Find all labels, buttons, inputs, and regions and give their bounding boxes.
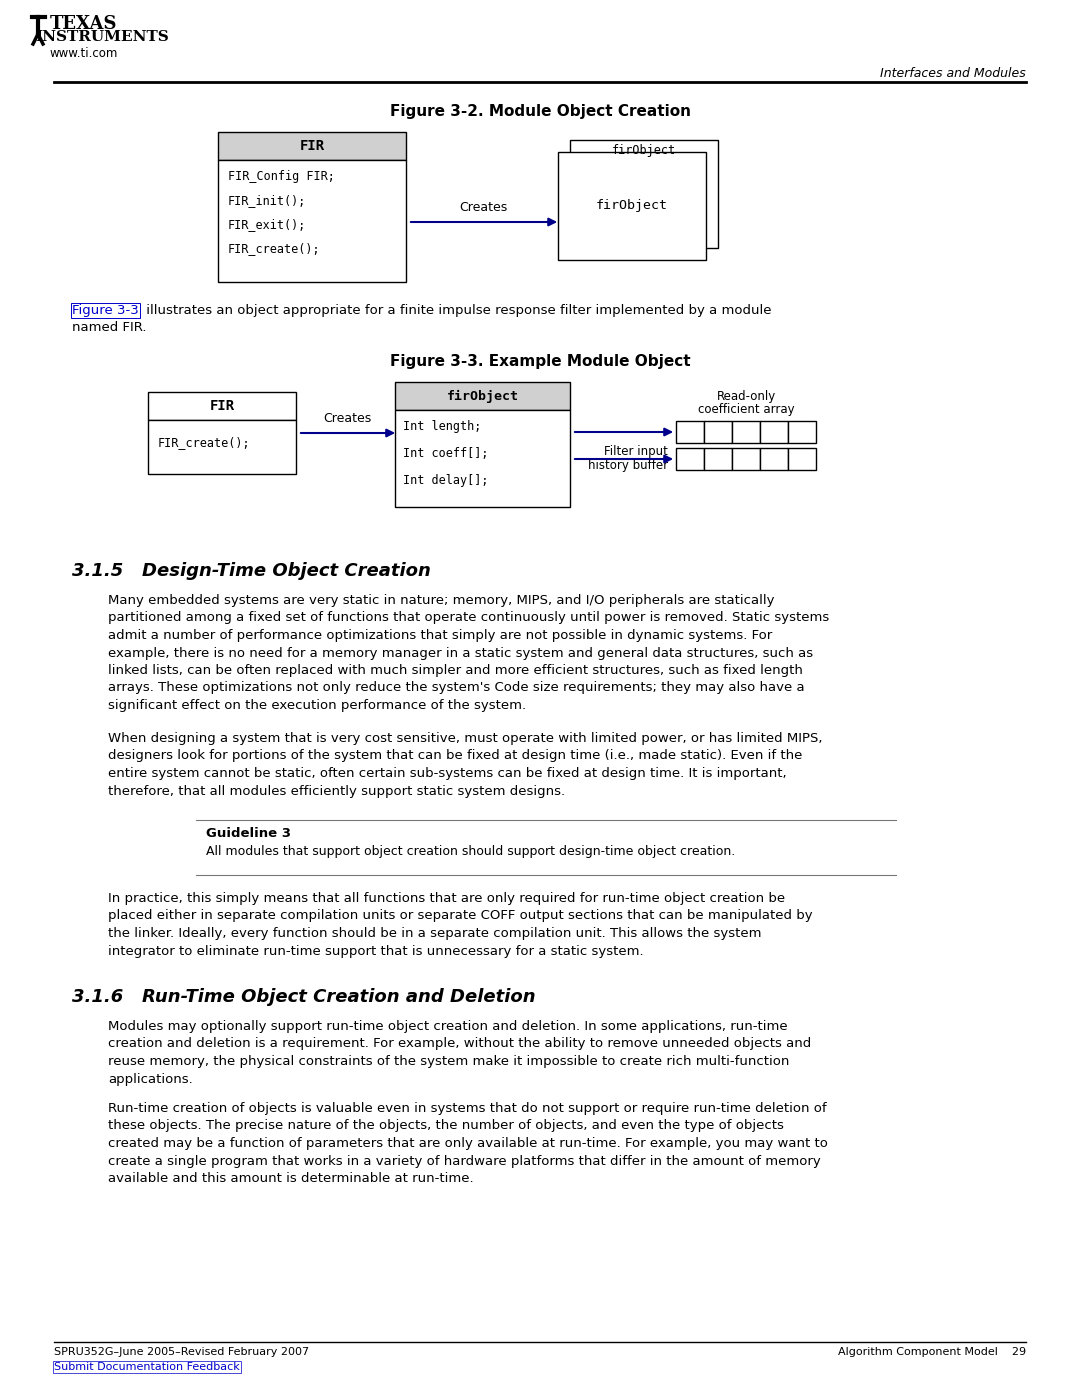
Text: Read-only: Read-only	[716, 390, 775, 402]
Text: INSTRUMENTS: INSTRUMENTS	[35, 29, 168, 43]
Text: Int delay[];: Int delay[];	[403, 474, 488, 488]
Bar	[704, 420, 732, 443]
Text: FIR_create();: FIR_create();	[228, 242, 321, 256]
Bar	[148, 393, 296, 420]
Text: Figure 3-3. Example Module Object: Figure 3-3. Example Module Object	[390, 353, 690, 369]
Text: firObject: firObject	[446, 390, 518, 402]
Bar	[395, 381, 570, 409]
Text: TEXAS: TEXAS	[50, 15, 118, 34]
Text: Submit Documentation Feedback: Submit Documentation Feedback	[54, 1362, 240, 1372]
Text: Filter input: Filter input	[604, 446, 669, 458]
Text: FIR_create();: FIR_create();	[158, 436, 251, 448]
Text: Figure 3-2. Module Object Creation: Figure 3-2. Module Object Creation	[390, 103, 690, 119]
Text: Many embedded systems are very static in nature; memory, MIPS, and I/O periphera: Many embedded systems are very static in…	[108, 594, 829, 712]
Text: 3.1.5   Design-Time Object Creation: 3.1.5 Design-Time Object Creation	[72, 562, 431, 580]
Bar	[788, 420, 816, 443]
Bar	[760, 448, 788, 469]
Text: Int coeff[];: Int coeff[];	[403, 447, 488, 460]
Text: FIR_exit();: FIR_exit();	[228, 218, 307, 231]
Bar	[570, 140, 718, 249]
Bar	[676, 420, 704, 443]
Bar	[732, 420, 760, 443]
Text: All modules that support object creation should support design-time object creat: All modules that support object creation…	[206, 845, 735, 858]
Bar	[558, 152, 706, 260]
Text: Run-time creation of objects is valuable even in systems that do not support or : Run-time creation of objects is valuable…	[108, 1102, 828, 1185]
Bar	[676, 448, 704, 469]
Bar	[395, 409, 570, 507]
Text: Figure 3-3: Figure 3-3	[72, 305, 138, 317]
Text: www.ti.com: www.ti.com	[50, 47, 119, 60]
Bar	[788, 448, 816, 469]
Text: FIR: FIR	[299, 138, 325, 154]
Bar	[732, 448, 760, 469]
Text: 3.1.6   Run-Time Object Creation and Deletion: 3.1.6 Run-Time Object Creation and Delet…	[72, 988, 536, 1006]
Text: Modules may optionally support run-time object creation and deletion. In some ap: Modules may optionally support run-time …	[108, 1020, 811, 1085]
Text: Algorithm Component Model    29: Algorithm Component Model 29	[838, 1347, 1026, 1356]
Text: Guideline 3: Guideline 3	[206, 827, 291, 840]
Text: Int length;: Int length;	[403, 420, 482, 433]
Text: illustrates an object appropriate for a finite impulse response filter implement: illustrates an object appropriate for a …	[141, 305, 771, 317]
Text: firObject: firObject	[612, 144, 676, 156]
Text: firObject: firObject	[596, 200, 669, 212]
Text: Creates: Creates	[323, 412, 372, 425]
Text: history buffer: history buffer	[588, 460, 669, 472]
Bar	[148, 420, 296, 474]
Text: coefficient array: coefficient array	[698, 402, 794, 416]
Text: When designing a system that is very cost sensitive, must operate with limited p: When designing a system that is very cos…	[108, 732, 823, 798]
Text: named FIR.: named FIR.	[72, 321, 147, 334]
Text: Interfaces and Modules: Interfaces and Modules	[880, 67, 1026, 80]
Text: In practice, this simply means that all functions that are only required for run: In practice, this simply means that all …	[108, 893, 812, 957]
Bar	[760, 420, 788, 443]
Bar	[218, 131, 406, 161]
Bar	[704, 448, 732, 469]
Text: SPRU352G–June 2005–Revised February 2007: SPRU352G–June 2005–Revised February 2007	[54, 1347, 309, 1356]
Bar	[218, 161, 406, 282]
Text: FIR_Config FIR;: FIR_Config FIR;	[228, 170, 335, 183]
Text: Creates: Creates	[459, 201, 508, 214]
Text: FIR_init();: FIR_init();	[228, 194, 307, 207]
Text: FIR: FIR	[210, 400, 234, 414]
